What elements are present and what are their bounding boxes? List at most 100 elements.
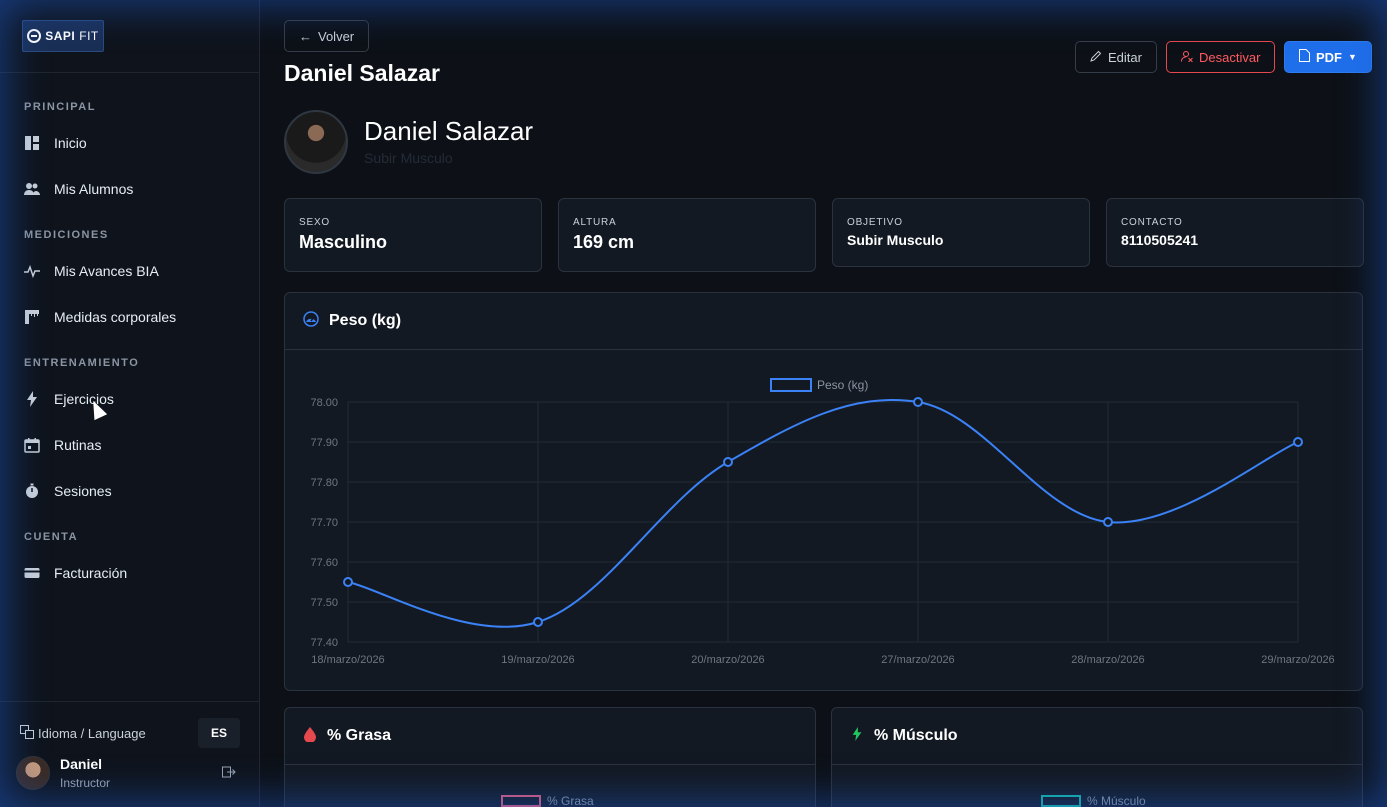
- sidebar-item-label: Ejercicios: [54, 391, 114, 407]
- ruler-icon: [24, 309, 40, 325]
- sidebar-item-mis-avances-bia[interactable]: Mis Avances BIA: [24, 260, 159, 282]
- card-icon: [24, 565, 40, 581]
- x-tick-label: 19/marzo/2026: [501, 654, 574, 666]
- pencil-icon: [1090, 50, 1102, 65]
- page-title: Daniel Salazar: [284, 60, 440, 86]
- info-card-objetivo: OBJETIVO Subir Musculo: [832, 198, 1090, 267]
- brand-logo[interactable]: SAPI FIT: [22, 20, 104, 52]
- pdf-dropdown-button[interactable]: PDF ▼: [1284, 41, 1372, 73]
- back-button[interactable]: ← Volver: [284, 20, 370, 52]
- muscle-legend: % Músculo: [1041, 794, 1146, 807]
- sidebar-item-inicio[interactable]: Inicio: [24, 132, 87, 154]
- weight-card-title: Peso (kg): [329, 312, 402, 329]
- sidebar-item-rutinas[interactable]: Rutinas: [24, 434, 101, 456]
- y-tick-label: 77.50: [310, 597, 338, 609]
- user-role: Instructor: [60, 776, 111, 790]
- language-label: Idioma / Language: [20, 724, 146, 742]
- series-line-peso: [347, 398, 1299, 628]
- section-principal: PRINCIPAL: [24, 101, 96, 113]
- user-name: Daniel: [60, 756, 103, 772]
- weight-card-header: Peso (kg): [285, 293, 1362, 350]
- user-remove-icon: [1181, 50, 1193, 65]
- sidebar-footer: Idioma / Language ES Daniel Instructor: [0, 701, 260, 807]
- profile-name: Daniel Salazar: [364, 116, 534, 146]
- data-point: [533, 617, 543, 627]
- muscle-card-header: % Músculo: [832, 708, 1362, 765]
- sidebar-item-sesiones[interactable]: Sesiones: [24, 480, 112, 502]
- muscle-card-title: % Músculo: [874, 727, 958, 744]
- x-tick-label: 20/marzo/2026: [691, 654, 764, 666]
- logout-icon[interactable]: [222, 765, 236, 782]
- info-value: Masculino: [299, 232, 388, 252]
- users-icon: [24, 181, 40, 197]
- main-content: ← Volver Daniel Salazar Editar Desactiva…: [260, 0, 1387, 807]
- pulse-icon: [24, 263, 40, 279]
- profile-photo: [284, 110, 348, 174]
- bolt-icon: [850, 726, 864, 747]
- weight-line-chart: 78.00 77.90 77.80 77.70 77.60 77.50 77.40 18/ma…: [310, 378, 1335, 666]
- calendar-icon: [24, 437, 40, 453]
- back-button-label: Volver: [318, 28, 355, 44]
- section-entrenamiento: ENTRENAMIENTO: [24, 357, 140, 369]
- weight-chart-card: Peso (kg) 78.00 77.90 77.80 77.70 77.60 77.50…: [284, 292, 1363, 691]
- data-point: [723, 457, 733, 467]
- pdf-button-label: PDF: [1316, 49, 1342, 65]
- sidebar-item-label: Sesiones: [54, 483, 112, 499]
- data-point: [913, 397, 923, 407]
- y-tick-label: 78.00: [310, 397, 338, 409]
- info-value: 8110505241: [1121, 232, 1199, 248]
- info-value: 169 cm: [573, 232, 635, 252]
- fat-legend: % Grasa: [501, 794, 594, 807]
- edit-button-label: Editar: [1108, 49, 1142, 65]
- deactivate-button[interactable]: Desactivar: [1166, 41, 1276, 73]
- sidebar: SAPI FIT PRINCIPAL Inicio Mis Alumnos ME…: [0, 0, 260, 807]
- y-tick-label: 77.60: [310, 557, 338, 569]
- data-point: [1103, 517, 1113, 527]
- y-tick-label: 77.40: [310, 637, 338, 649]
- legend-label: Peso (kg): [817, 378, 868, 392]
- file-pdf-icon: [1299, 49, 1310, 65]
- logo-mark-icon: [27, 29, 42, 43]
- avatar[interactable]: [16, 756, 50, 790]
- data-point: [343, 577, 353, 587]
- info-label: SEXO: [299, 217, 330, 228]
- profile-goal: Subir Musculo: [364, 150, 453, 166]
- sidebar-item-mis-alumnos[interactable]: Mis Alumnos: [24, 178, 133, 200]
- muscle-legend-swatch: [1041, 795, 1081, 807]
- x-tick-label: 27/marzo/2026: [881, 654, 954, 666]
- user-info: Daniel Instructor: [60, 756, 110, 790]
- gauge-icon: [303, 310, 319, 332]
- section-mediciones: MEDICIONES: [24, 229, 109, 241]
- legend-swatch: [770, 378, 812, 392]
- muscle-legend-label: % Músculo: [1087, 794, 1146, 807]
- x-tick-label: 28/marzo/2026: [1071, 654, 1144, 666]
- sidebar-item-facturacion[interactable]: Facturación: [24, 562, 127, 584]
- y-tick-label: 77.80: [310, 477, 338, 489]
- muscle-chart-card: % Músculo % Músculo: [831, 707, 1363, 807]
- language-toggle-button[interactable]: ES: [198, 718, 240, 748]
- info-card-altura: ALTURA 169 cm: [558, 198, 816, 272]
- section-cuenta: CUENTA: [24, 531, 79, 543]
- edit-button[interactable]: Editar: [1075, 41, 1157, 73]
- brand-name-bold: SAPI: [45, 29, 76, 43]
- info-value: Subir Musculo: [847, 232, 944, 248]
- info-card-sexo: SEXO Masculino: [284, 198, 542, 272]
- x-tick-label: 29/marzo/2026: [1261, 654, 1334, 666]
- y-tick-label: 77.70: [310, 517, 338, 529]
- info-card-contacto: CONTACTO 8110505241: [1106, 198, 1364, 267]
- sidebar-item-medidas-corporales[interactable]: Medidas corporales: [24, 306, 176, 328]
- sidebar-item-label: Medidas corporales: [54, 309, 177, 325]
- sidebar-item-label: Facturación: [54, 565, 128, 581]
- info-label: CONTACTO: [1121, 217, 1183, 228]
- drop-icon: [303, 726, 317, 747]
- dashboard-icon: [24, 135, 40, 151]
- fat-chart-card: % Grasa % Grasa: [284, 707, 816, 807]
- x-tick-label: 18/marzo/2026: [311, 654, 384, 666]
- data-point: [1293, 437, 1303, 447]
- logo-area: SAPI FIT: [0, 0, 259, 73]
- sidebar-item-ejercicios[interactable]: Ejercicios: [24, 388, 114, 410]
- sidebar-item-label: Rutinas: [54, 437, 102, 453]
- brand-name-light: FIT: [79, 29, 99, 43]
- info-label: ALTURA: [573, 217, 617, 228]
- fat-card-header: % Grasa: [285, 708, 815, 765]
